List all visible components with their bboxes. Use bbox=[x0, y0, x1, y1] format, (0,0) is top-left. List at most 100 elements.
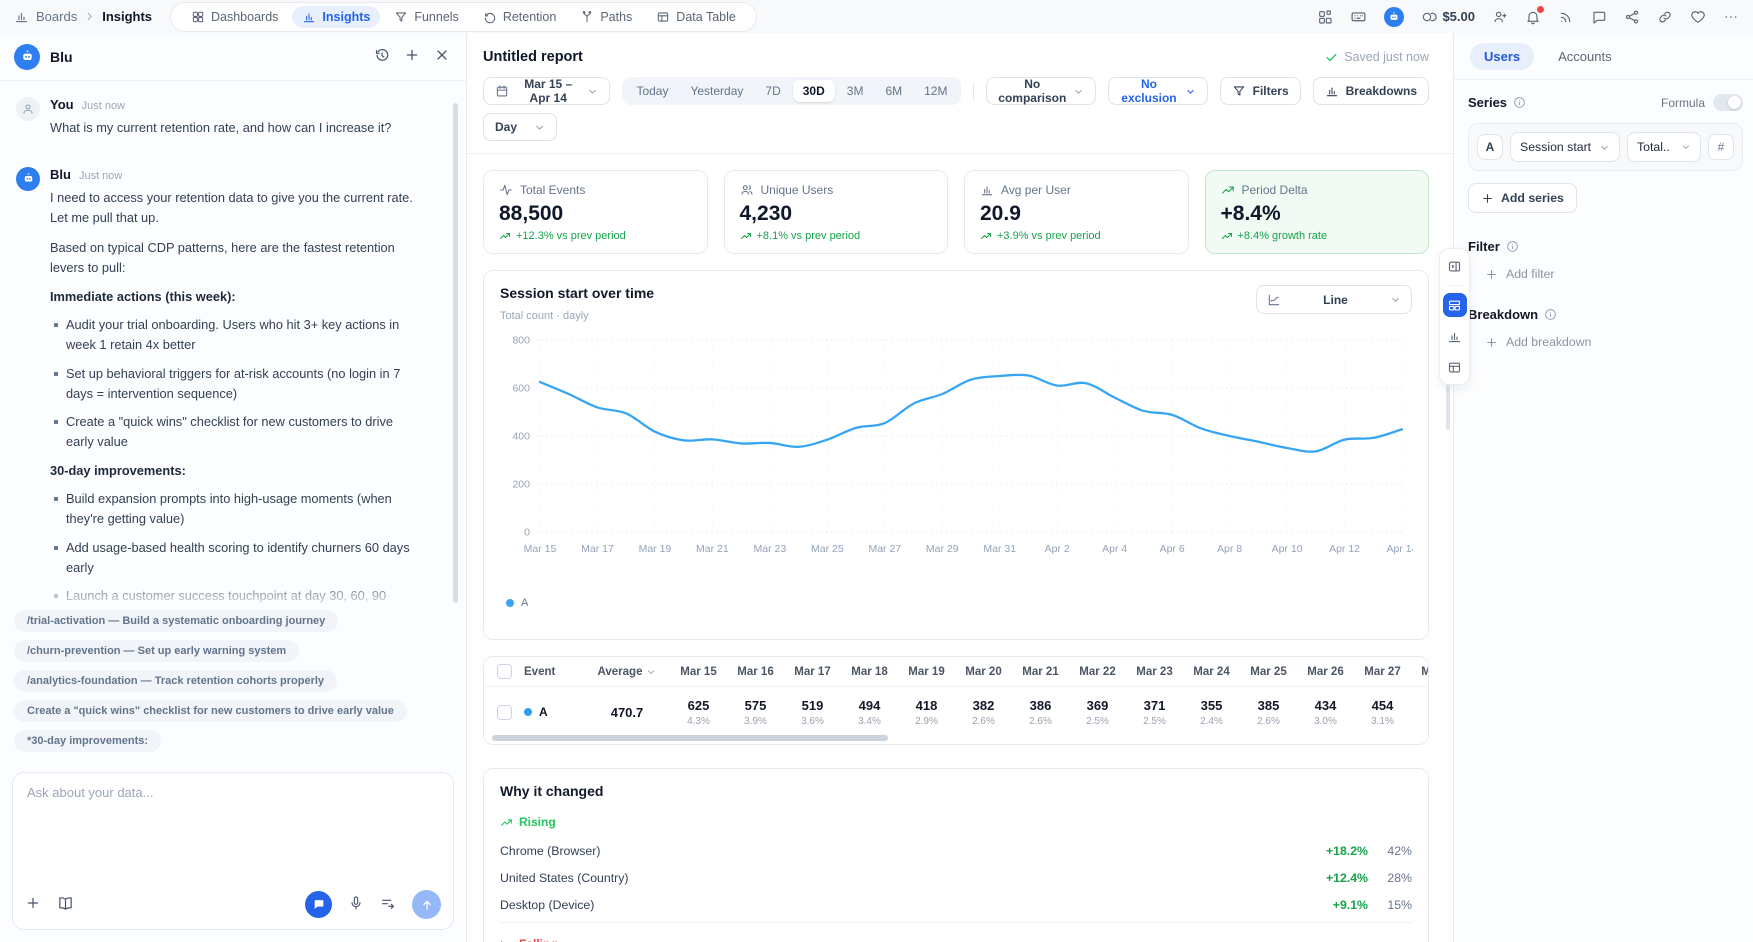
table-cell: 625 4.3% bbox=[687, 697, 710, 727]
comparison-button[interactable]: No comparison bbox=[986, 77, 1097, 105]
tab-users[interactable]: Users bbox=[1470, 42, 1535, 70]
favorite-button[interactable] bbox=[1690, 9, 1706, 25]
voice-input-button[interactable] bbox=[348, 895, 364, 914]
date-preset-button[interactable]: 30D bbox=[792, 80, 835, 102]
aggregation-select[interactable]: Total.. bbox=[1627, 132, 1701, 162]
apps-button[interactable] bbox=[1317, 9, 1333, 25]
factor-row[interactable]: United States (Country) +12.4% 28% bbox=[500, 868, 1412, 888]
heart-icon bbox=[1690, 9, 1706, 25]
date-preset-button[interactable]: 3M bbox=[837, 80, 874, 102]
formula-control: Formula bbox=[1661, 94, 1743, 111]
breadcrumb-boards[interactable]: Boards bbox=[36, 9, 78, 24]
number-format-button[interactable]: # bbox=[1708, 134, 1734, 160]
tab-label: Data Table bbox=[676, 10, 736, 24]
topbar-actions: $5.00 bbox=[1317, 0, 1739, 33]
date-preset-button[interactable]: Today bbox=[626, 80, 678, 102]
date-column-header[interactable]: Mar 25 bbox=[1250, 665, 1287, 678]
tab-accounts[interactable]: Accounts bbox=[1544, 43, 1625, 70]
chat-history-button[interactable] bbox=[372, 45, 392, 68]
filters-button[interactable]: Filters bbox=[1219, 77, 1301, 105]
factor-row[interactable]: Chrome (Browser) +18.2% 42% bbox=[500, 841, 1412, 861]
suggestion-chip[interactable]: Create a "quick wins" checklist for new … bbox=[14, 700, 407, 722]
granularity-select[interactable]: Day bbox=[483, 113, 558, 141]
credits-button[interactable]: $5.00 bbox=[1421, 9, 1475, 25]
queue-button[interactable] bbox=[380, 895, 396, 914]
tab-insights[interactable]: Insights bbox=[292, 6, 381, 28]
select-all-checkbox[interactable] bbox=[496, 664, 512, 679]
svg-text:Mar 21: Mar 21 bbox=[696, 543, 729, 555]
date-column-header[interactable]: Mar 21 bbox=[1022, 665, 1059, 678]
blu-assistant-button[interactable] bbox=[1384, 6, 1405, 27]
table-view-button[interactable] bbox=[1443, 355, 1467, 379]
message-text: What is my current retention rate, and h… bbox=[50, 120, 392, 135]
share-button[interactable] bbox=[1624, 9, 1640, 25]
exclusion-button[interactable]: No exclusion bbox=[1108, 77, 1208, 105]
date-column-header[interactable]: Mar 24 bbox=[1193, 665, 1230, 678]
attach-button[interactable] bbox=[25, 895, 41, 914]
keyboard-shortcuts-button[interactable] bbox=[1350, 8, 1367, 25]
date-preset-button[interactable]: 12M bbox=[914, 80, 957, 102]
knowledge-button[interactable] bbox=[57, 895, 74, 915]
date-preset-button[interactable]: 6M bbox=[875, 80, 912, 102]
invite-user-button[interactable] bbox=[1492, 9, 1508, 25]
assistant-message: Blu Just now I need to access your retent… bbox=[16, 166, 416, 608]
suggestion-chip[interactable]: /churn-prevention — Set up early warning… bbox=[14, 640, 300, 662]
new-chat-button[interactable] bbox=[402, 45, 422, 68]
suggestion-chip[interactable]: /analytics-foundation — Track retention … bbox=[14, 670, 338, 692]
notifications-button[interactable] bbox=[1525, 5, 1544, 25]
row-checkbox[interactable] bbox=[496, 704, 512, 720]
add-filter-button[interactable]: Add filter bbox=[1485, 267, 1555, 281]
suggestion-chip[interactable]: *30-day improvements: bbox=[14, 730, 162, 752]
date-column-header[interactable]: Mar 28 bbox=[1411, 666, 1428, 678]
event-column-header[interactable]: Event bbox=[524, 665, 556, 678]
date-column-header[interactable]: Mar 16 bbox=[737, 665, 774, 678]
date-preset-button[interactable]: Yesterday bbox=[680, 80, 753, 102]
date-column-header[interactable]: Mar 23 bbox=[1136, 665, 1173, 678]
add-breakdown-button[interactable]: Add breakdown bbox=[1485, 335, 1591, 349]
feed-button[interactable] bbox=[1558, 9, 1574, 25]
formula-toggle[interactable] bbox=[1713, 94, 1743, 111]
chat-scrollbar[interactable] bbox=[453, 103, 458, 603]
date-column-header[interactable]: Mar 19 bbox=[908, 665, 945, 678]
date-column-header[interactable]: Mar 27 bbox=[1364, 665, 1401, 678]
table-horizontal-scrollbar[interactable] bbox=[492, 735, 889, 741]
date-column-header[interactable]: Mar 15 bbox=[680, 665, 717, 678]
date-column-header[interactable]: Mar 18 bbox=[851, 665, 888, 678]
chart-type-select[interactable]: Line bbox=[1256, 285, 1412, 314]
date-range-button[interactable]: Mar 15 – Apr 14 bbox=[483, 77, 611, 105]
breakdowns-button[interactable]: Breakdowns bbox=[1312, 77, 1429, 105]
date-column-header[interactable]: Mar 22 bbox=[1079, 665, 1116, 678]
legend-series-dot bbox=[506, 599, 514, 607]
comments-button[interactable] bbox=[1591, 9, 1607, 25]
plus-icon bbox=[1485, 268, 1498, 281]
date-column-header[interactable]: Mar 20 bbox=[965, 665, 1002, 678]
suggestion-chip[interactable]: /trial-activation — Build a systematic o… bbox=[14, 610, 339, 632]
tab-dashboards[interactable]: Dashboards bbox=[181, 6, 288, 28]
event-select[interactable]: Session start bbox=[1510, 132, 1620, 162]
chart-view-button[interactable] bbox=[1443, 324, 1467, 348]
tab-funnels[interactable]: Funnels bbox=[384, 6, 468, 28]
date-column-header[interactable]: Mar 17 bbox=[794, 665, 831, 678]
factor-share: 42% bbox=[1387, 844, 1412, 858]
chat-mode-button[interactable] bbox=[305, 891, 332, 918]
send-button[interactable] bbox=[412, 890, 441, 919]
copy-link-button[interactable] bbox=[1657, 9, 1673, 25]
factor-row[interactable]: Desktop (Device) +9.1% 15% bbox=[500, 895, 1412, 915]
report-title[interactable]: Untitled report bbox=[483, 49, 583, 65]
close-panel-button[interactable] bbox=[432, 45, 452, 68]
tab-paths[interactable]: Paths bbox=[570, 6, 642, 28]
card-view-button[interactable] bbox=[1442, 293, 1467, 317]
date-column-header[interactable]: Mar 26 bbox=[1307, 665, 1344, 678]
tab-data-table[interactable]: Data Table bbox=[646, 6, 746, 28]
add-series-button[interactable]: Add series bbox=[1468, 183, 1577, 213]
divider bbox=[973, 82, 975, 100]
date-preset-button[interactable]: 7D bbox=[755, 80, 790, 102]
more-button[interactable] bbox=[1723, 9, 1739, 25]
tab-retention[interactable]: Retention bbox=[473, 6, 567, 28]
average-column-header[interactable]: Average bbox=[584, 666, 670, 678]
chart-subtitle: Total count · dayly bbox=[500, 310, 589, 322]
table-row[interactable]: A 470.7 625 4.3% 575 3.9% 519 3.6% 494 3.4% … bbox=[484, 687, 1428, 737]
panel-layout-button[interactable] bbox=[1443, 254, 1467, 278]
query-builder-panel: Users Accounts Series Formula A Session … bbox=[1439, 33, 1753, 942]
chat-input[interactable] bbox=[27, 785, 439, 871]
